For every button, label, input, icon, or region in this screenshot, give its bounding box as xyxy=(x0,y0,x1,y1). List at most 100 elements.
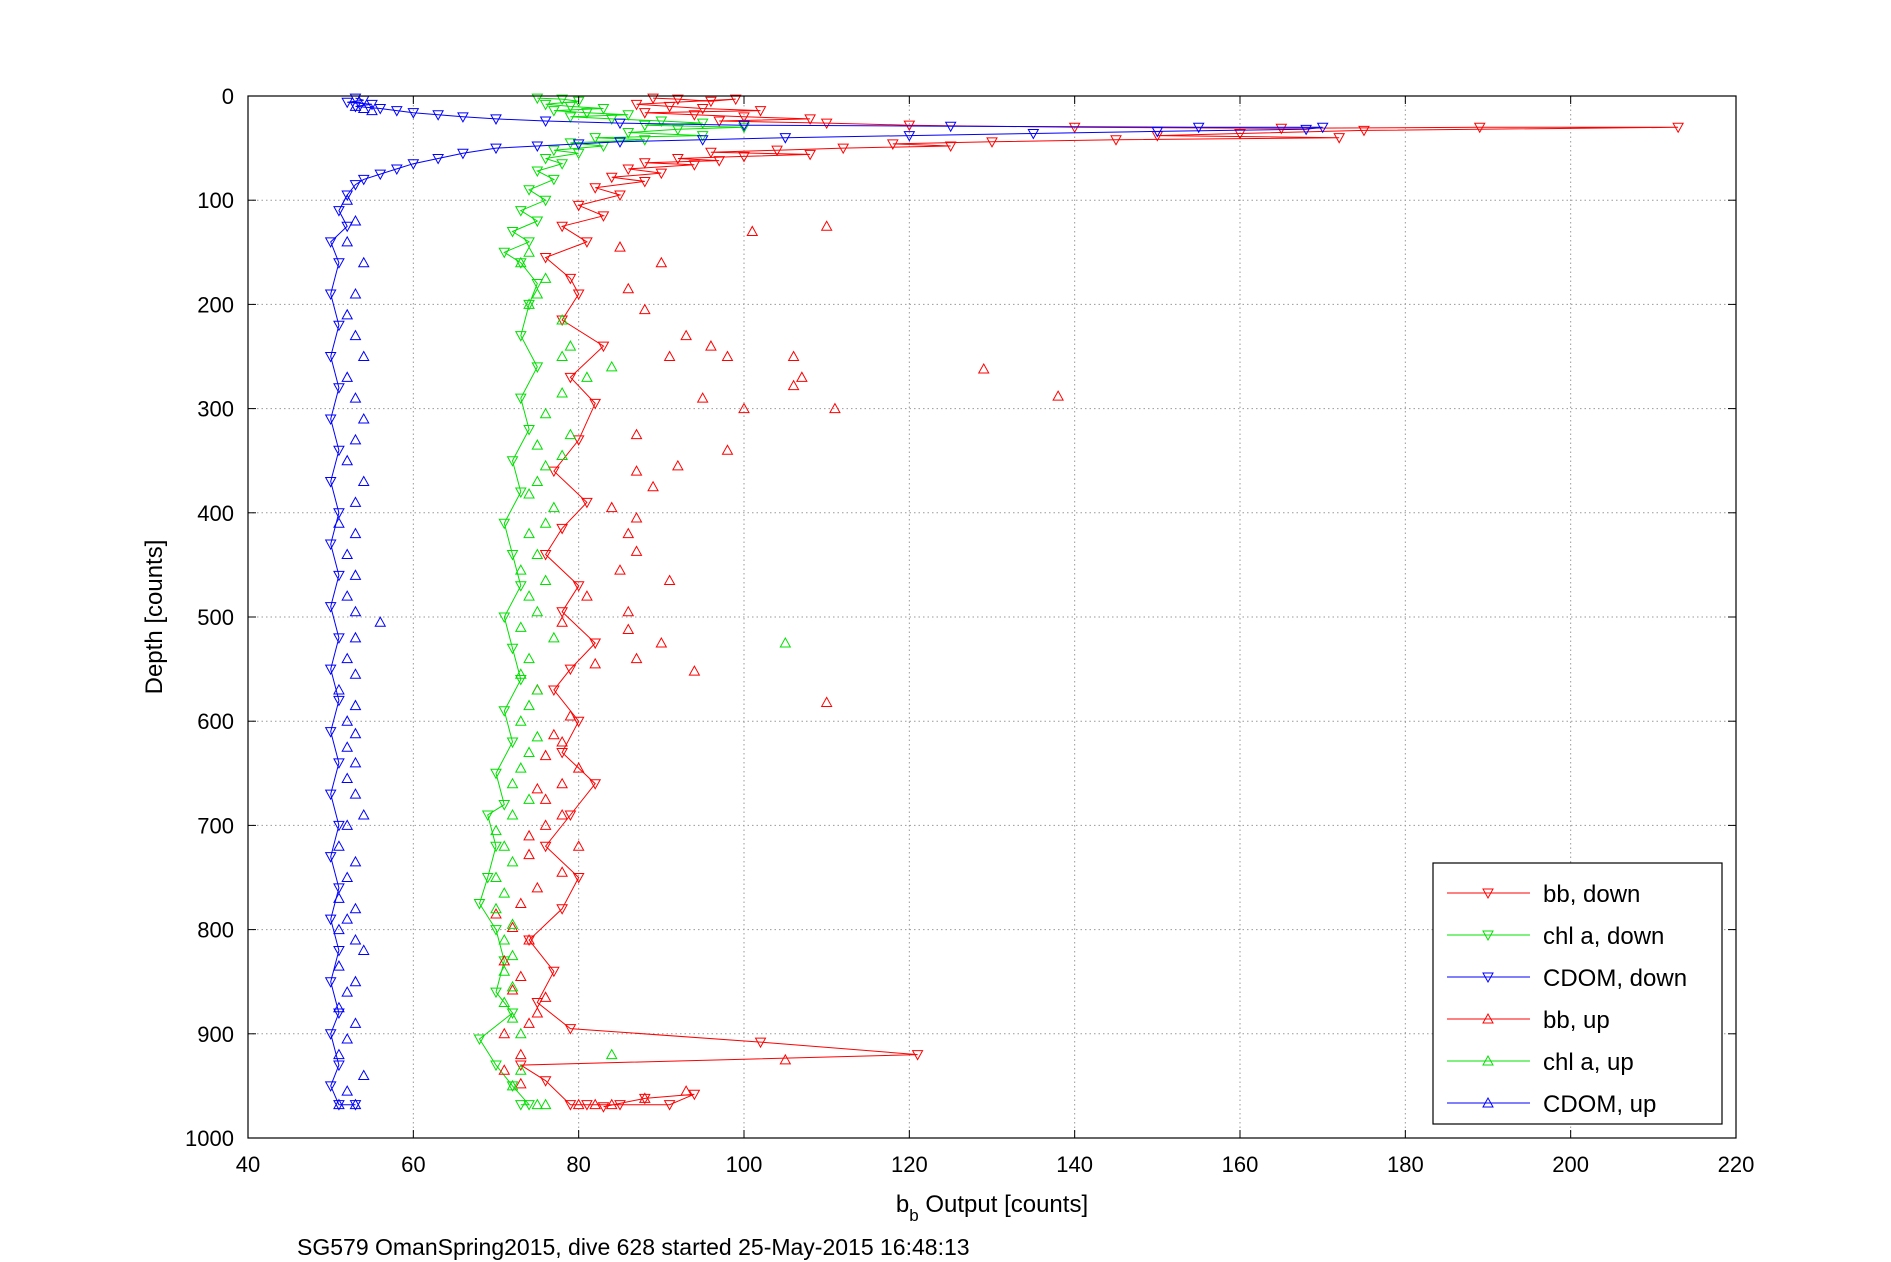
data-point xyxy=(705,340,717,351)
x-tick-label: 100 xyxy=(726,1152,763,1177)
legend-label: chl a, down xyxy=(1543,923,1664,950)
data-point xyxy=(498,996,511,1008)
data-point xyxy=(514,1048,527,1060)
legend-marker xyxy=(1482,930,1494,942)
data-point xyxy=(771,145,783,157)
data-point xyxy=(349,756,362,768)
data-point xyxy=(333,383,345,394)
data-point xyxy=(324,727,337,738)
data-point xyxy=(481,810,494,822)
data-point xyxy=(548,501,560,513)
data-point xyxy=(498,840,511,851)
data-point xyxy=(457,148,469,160)
data-point xyxy=(655,168,668,180)
data-point xyxy=(564,1100,577,1111)
data-point xyxy=(663,574,676,586)
data-point xyxy=(548,145,560,157)
legend-item-bb-down: bb, down xyxy=(1447,881,1640,908)
data-point xyxy=(548,631,560,643)
data-point xyxy=(514,1100,527,1111)
x-tick-label: 160 xyxy=(1222,1152,1259,1177)
data-point xyxy=(729,94,742,106)
data-point xyxy=(1300,124,1312,136)
data-point xyxy=(324,477,337,488)
data-point xyxy=(333,758,345,769)
series-layer xyxy=(324,93,1684,1113)
data-point xyxy=(655,116,668,128)
data-point xyxy=(341,986,354,997)
data-point xyxy=(432,154,444,165)
data-point xyxy=(514,668,527,679)
data-point xyxy=(506,456,519,467)
data-point xyxy=(514,970,527,981)
data-point xyxy=(523,246,535,257)
data-point xyxy=(581,108,593,119)
data-point xyxy=(581,497,593,509)
data-point xyxy=(341,221,354,233)
x-tick-label: 200 xyxy=(1552,1152,1589,1177)
data-point xyxy=(564,664,577,676)
legend-label: CDOM, up xyxy=(1543,1091,1656,1118)
data-point xyxy=(523,793,535,804)
data-point xyxy=(506,984,519,995)
data-point xyxy=(672,154,684,165)
data-point xyxy=(523,848,535,860)
data-point xyxy=(324,914,337,926)
data-point xyxy=(556,607,568,618)
data-point xyxy=(481,873,494,884)
data-point xyxy=(333,1098,345,1110)
y-tick-label: 800 xyxy=(197,918,234,943)
data-point xyxy=(663,101,676,113)
ticks xyxy=(247,95,1737,1139)
data-point xyxy=(886,139,899,150)
data-point xyxy=(572,581,585,592)
data-point xyxy=(333,945,345,957)
data-point xyxy=(523,829,535,841)
data-point xyxy=(341,97,354,109)
data-point xyxy=(374,169,387,181)
data-point xyxy=(531,605,544,617)
legend: bb, down chl a, down CDOM, down bb, up chl a… xyxy=(1432,862,1723,1125)
data-point xyxy=(349,631,362,643)
data-point xyxy=(506,643,519,655)
series-bb-down xyxy=(514,93,1684,1113)
data-point xyxy=(341,913,354,924)
legend-label: chl a, up xyxy=(1543,1049,1634,1076)
data-point xyxy=(324,414,337,426)
data-point xyxy=(539,517,552,528)
data-point xyxy=(638,135,651,146)
data-point xyxy=(581,237,593,248)
data-point xyxy=(531,439,544,450)
data-point xyxy=(498,1027,511,1039)
series-line-chl-a-down xyxy=(478,97,745,1106)
data-point xyxy=(349,392,362,403)
data-point xyxy=(556,221,568,233)
data-point xyxy=(324,789,337,801)
legend-label: bb, up xyxy=(1543,1007,1610,1034)
data-point xyxy=(341,741,354,752)
data-point xyxy=(349,287,362,299)
data-point xyxy=(556,736,568,747)
data-point xyxy=(341,454,354,466)
data-point xyxy=(829,402,841,414)
data-point xyxy=(597,341,610,353)
data-point xyxy=(539,99,552,111)
data-point xyxy=(539,1098,552,1110)
data-point xyxy=(498,954,511,966)
data-point xyxy=(589,398,602,410)
data-point xyxy=(349,975,362,987)
data-point xyxy=(349,605,362,617)
data-point xyxy=(746,225,759,236)
data-point xyxy=(630,465,643,476)
data-point xyxy=(680,1085,692,1096)
data-point xyxy=(556,350,568,361)
data-point xyxy=(514,715,527,726)
x-tick-label: 80 xyxy=(566,1152,590,1177)
data-point xyxy=(498,1064,511,1075)
x-tick-label: 220 xyxy=(1718,1152,1755,1177)
data-point xyxy=(647,480,659,492)
y-tick-label: 900 xyxy=(197,1022,234,1047)
data-point xyxy=(490,902,502,914)
data-point xyxy=(605,1098,618,1110)
data-point xyxy=(523,298,535,309)
